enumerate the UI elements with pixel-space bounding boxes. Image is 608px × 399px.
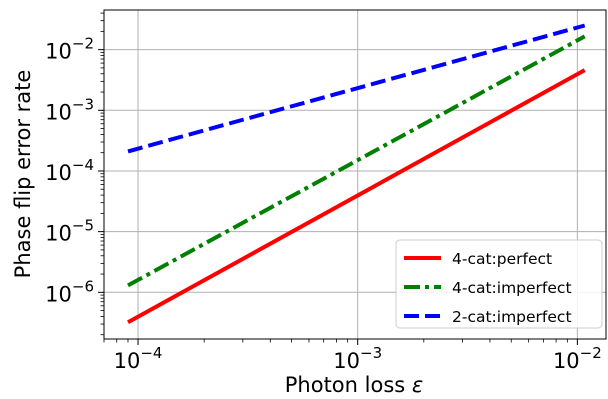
y-tick-base: 10 [45,282,72,306]
legend-label: 4-cat:perfect [452,250,552,268]
x-tick-label: 10−3 [333,344,382,373]
y-tick-exponent: −3 [72,95,94,113]
series-line-2-cat-imperfect [127,23,586,154]
y-tick-label: 10−6 [45,277,94,306]
x-axis-label: Photon loss ε [285,373,424,397]
y-tick-base: 10 [45,40,72,64]
y-tick-exponent: −4 [72,156,94,174]
series-lines [127,23,586,325]
x-tick-exponent: −3 [360,344,382,362]
x-tick-exponent: −2 [580,344,602,362]
x-tick-label: 10−2 [553,344,602,373]
series-line-4-cat-perfect [127,68,586,325]
x-axis-label-symbol: ε [412,373,423,397]
plot-area-frame [103,9,607,340]
y-tick-base: 10 [45,222,72,246]
y-tick-label: 10−4 [45,156,94,185]
y-tick-exponent: −6 [72,277,94,295]
y-tick-label: 10−2 [45,35,94,64]
x-tick-base: 10 [333,349,360,373]
legend-label: 4-cat:imperfect [452,279,572,297]
legend-label: 2-cat:imperfect [452,308,572,326]
y-tick-label: 10−3 [45,95,94,124]
y-tick-label: 10−5 [45,217,94,246]
axis-ticks: 10−4 10−3 10−210−610−510−410−310−2 [45,12,602,373]
x-tick-exponent: −4 [140,344,162,362]
y-tick-exponent: −2 [72,35,94,53]
y-axis-label: Phase flip error rate [11,70,35,279]
legend-box [395,239,603,329]
y-tick-exponent: −5 [72,217,94,235]
x-tick-label: 10−4 [114,344,163,373]
y-tick-base: 10 [45,161,72,185]
x-tick-base: 10 [553,349,580,373]
series-line-4-cat-imperfect [127,34,586,288]
y-tick-base: 10 [45,100,72,124]
grid [104,10,606,339]
x-tick-base: 10 [114,349,141,373]
x-axis-label-text: Photon loss [285,373,405,397]
legend: 4-cat:perfect 4-cat:imperfect 2-cat:imperf… [395,239,603,329]
